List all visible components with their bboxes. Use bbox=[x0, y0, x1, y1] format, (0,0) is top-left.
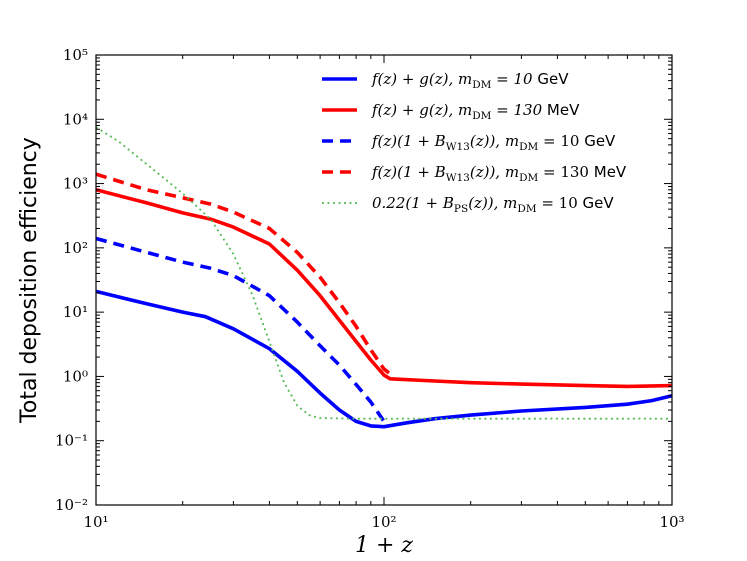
legend-label-5: 0.22(1 + BPS(z)), mDM = 10 GeV bbox=[372, 194, 614, 215]
y-tick-label: 10⁻¹ bbox=[55, 432, 88, 450]
series-line-4 bbox=[95, 172, 392, 376]
legend-label-3: f(z)(1 + BW13(z)), mDM = 10 GeV bbox=[371, 132, 616, 153]
series-line-5 bbox=[95, 126, 672, 420]
ticks-layer bbox=[95, 54, 673, 506]
legend-label-2: f(z) + g(z), mDM = 130 MeV bbox=[371, 101, 580, 122]
series-layer bbox=[95, 126, 673, 429]
x-tick-label: 10³ bbox=[659, 513, 684, 531]
y-axis-title: Total deposition efficiency bbox=[17, 137, 42, 424]
legend-label-4: f(z)(1 + BW13(z)), mDM = 130 MeV bbox=[371, 163, 627, 184]
y-tick-label: 10¹ bbox=[63, 303, 88, 321]
y-tick-label: 10⁰ bbox=[63, 367, 88, 385]
legend: f(z) + g(z), mDM = 10 GeV f(z) + g(z), mD… bbox=[322, 70, 627, 215]
series-line-2 bbox=[95, 188, 673, 389]
series-line-3 bbox=[95, 236, 386, 423]
y-tick-label: 10⁻² bbox=[55, 496, 88, 514]
legend-label-1: f(z) + g(z), mDM = 10 GeV bbox=[371, 70, 569, 91]
y-tick-label: 10² bbox=[63, 239, 88, 257]
x-tick-label: 10² bbox=[371, 513, 396, 531]
y-tick-label: 10⁴ bbox=[63, 110, 88, 128]
series-line-1 bbox=[95, 289, 673, 429]
plot-frame bbox=[95, 54, 673, 506]
x-tick-label: 10¹ bbox=[83, 513, 108, 531]
y-tick-label: 10⁵ bbox=[63, 46, 88, 64]
x-axis-title: 1 + z bbox=[355, 533, 413, 558]
y-tick-label: 10³ bbox=[63, 175, 88, 193]
tick-labels: 10¹ 10² 10³ 10⁻² 10⁻¹ 10⁰ 10¹ 10² 10³ 10⁴ 10⁵ bbox=[55, 46, 685, 531]
